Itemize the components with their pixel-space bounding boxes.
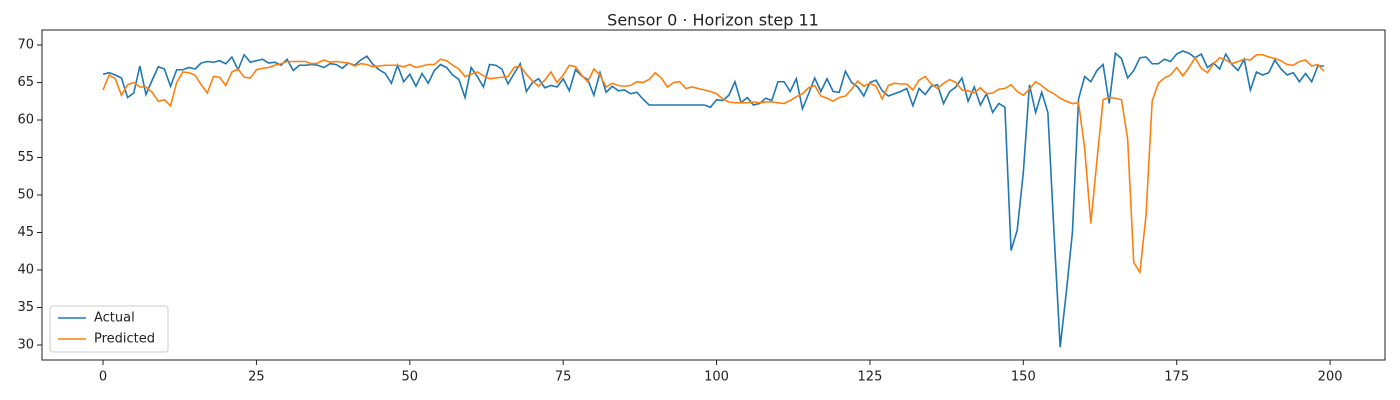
y-tick-label: 60	[17, 113, 34, 128]
y-tick-label: 30	[17, 338, 34, 353]
x-tick-label: 150	[1011, 370, 1036, 385]
x-tick-label: 0	[99, 370, 107, 385]
x-tick-label: 125	[858, 370, 883, 385]
plot-frame	[41, 29, 1386, 361]
x-tick-label: 200	[1318, 370, 1343, 385]
y-tick-label: 55	[17, 150, 34, 165]
x-tick-label: 75	[555, 370, 572, 385]
x-tick-label: 25	[248, 370, 265, 385]
x-tick-label: 100	[704, 370, 729, 385]
series-line	[102, 53, 1325, 275]
x-tick-label: 175	[1164, 370, 1189, 385]
legend-label: Actual	[94, 311, 135, 326]
y-tick-label: 70	[17, 38, 34, 53]
legend-label: Predicted	[94, 332, 155, 347]
y-tick-label: 35	[17, 300, 34, 315]
y-tick-label: 45	[17, 225, 34, 240]
y-tick-label: 40	[17, 263, 34, 278]
chart-title: Sensor 0 · Horizon step 11	[607, 11, 819, 30]
x-tick-label: 50	[402, 370, 419, 385]
y-tick-label: 50	[17, 188, 34, 203]
series-line	[102, 50, 1324, 348]
y-tick-label: 65	[17, 75, 34, 90]
